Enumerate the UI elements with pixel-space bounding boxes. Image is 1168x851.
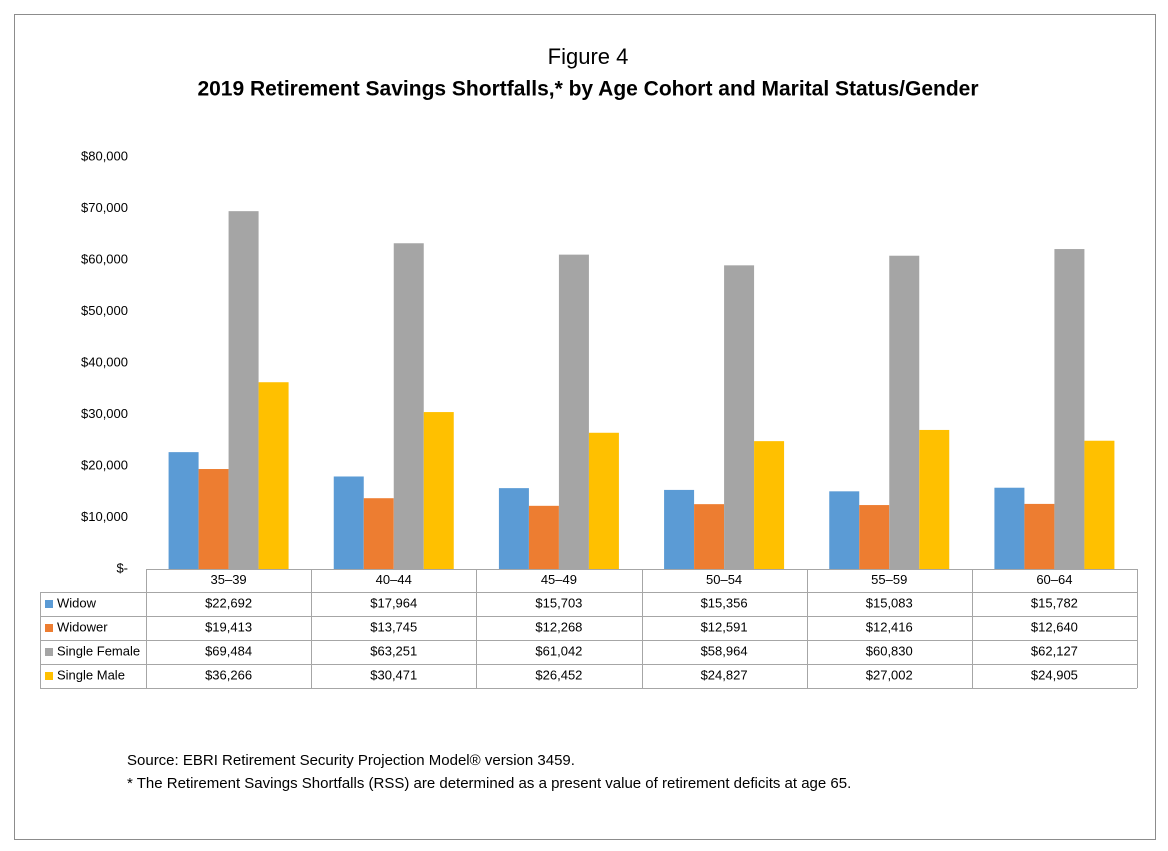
y-tick-label: $80,000: [81, 148, 128, 163]
y-tick-label: $70,000: [81, 200, 128, 215]
x-tick-label: 55–59: [871, 572, 907, 587]
bar: [754, 441, 785, 569]
y-tick-label: $-: [116, 560, 128, 575]
table-cell: $24,905: [1031, 667, 1078, 682]
table-cell: $12,416: [866, 619, 913, 634]
bar: [919, 429, 950, 569]
bar: [258, 382, 289, 569]
y-tick-label: $60,000: [81, 251, 128, 266]
legend-label: Single Male: [57, 667, 125, 682]
table-cell: $62,127: [1031, 643, 1078, 658]
table-cell: $60,830: [866, 643, 913, 658]
table-cell: $15,703: [535, 595, 582, 610]
legend-swatch: [45, 624, 53, 632]
bar: [829, 491, 860, 569]
table-cell: $30,471: [370, 667, 417, 682]
y-tick-label: $20,000: [81, 457, 128, 472]
table-cell: $12,591: [701, 619, 748, 634]
bar: [588, 432, 619, 569]
bar: [1084, 440, 1115, 569]
table-cell: $63,251: [370, 643, 417, 658]
table-cell: $12,268: [535, 619, 582, 634]
x-tick-label: 60–64: [1036, 572, 1072, 587]
table-cell: $58,964: [701, 643, 748, 658]
legend-swatch: [45, 672, 53, 680]
table-cell: $69,484: [205, 643, 252, 658]
bar: [1024, 503, 1055, 569]
bar: [889, 255, 920, 569]
legend-swatch: [45, 600, 53, 608]
table-cell: $27,002: [866, 667, 913, 682]
x-tick-label: 45–49: [541, 572, 577, 587]
bar: [724, 265, 755, 569]
bar: [528, 505, 559, 569]
table-cell: $13,745: [370, 619, 417, 634]
y-tick-label: $40,000: [81, 354, 128, 369]
table-cell: $17,964: [370, 595, 417, 610]
legend-swatch: [45, 648, 53, 656]
bar: [228, 211, 259, 569]
bar: [333, 476, 364, 569]
x-tick-label: 35–39: [211, 572, 247, 587]
legend-label: Single Female: [57, 643, 140, 658]
table-cell: $15,782: [1031, 595, 1078, 610]
bar: [694, 504, 725, 569]
table-cell: $19,413: [205, 619, 252, 634]
bar: [558, 254, 589, 569]
bar: [1054, 249, 1085, 569]
table-cell: $15,083: [866, 595, 913, 610]
x-tick-label: 50–54: [706, 572, 742, 587]
table-cell: $24,827: [701, 667, 748, 682]
table-cell: $15,356: [701, 595, 748, 610]
table-cell: $36,266: [205, 667, 252, 682]
bar: [363, 498, 394, 569]
x-tick-label: 40–44: [376, 572, 412, 587]
y-tick-label: $50,000: [81, 303, 128, 318]
y-tick-label: $30,000: [81, 406, 128, 421]
table-cell: $22,692: [205, 595, 252, 610]
chart-title: Figure 4: [548, 44, 629, 69]
chart-subtitle: 2019 Retirement Savings Shortfalls,* by …: [197, 78, 978, 101]
bar: [664, 489, 695, 569]
bar: [198, 469, 229, 569]
bar: [498, 488, 529, 569]
y-tick-label: $10,000: [81, 509, 128, 524]
source-note: Source: EBRI Retirement Security Project…: [127, 752, 575, 769]
bar: [423, 412, 454, 569]
bar: [393, 243, 424, 569]
footnote: * The Retirement Savings Shortfalls (RSS…: [127, 775, 851, 792]
legend-label: Widow: [57, 595, 97, 610]
table-cell: $26,452: [535, 667, 582, 682]
bar: [994, 487, 1025, 569]
legend-label: Widower: [57, 619, 108, 634]
table-cell: $61,042: [535, 643, 582, 658]
bar: [168, 452, 199, 569]
bar: [859, 505, 890, 569]
table-cell: $12,640: [1031, 619, 1078, 634]
